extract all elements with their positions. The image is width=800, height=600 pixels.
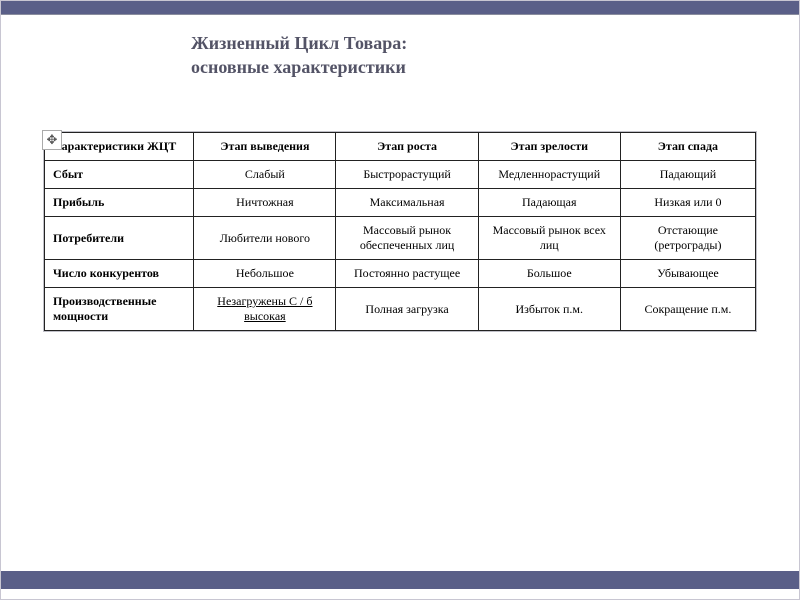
title-line-1: Жизненный Цикл Товара: [191,31,699,55]
cell: Сокращение п.м. [620,288,755,331]
table-row: Потребители Любители нового Массовый рын… [45,217,756,260]
cell: Постоянно растущее [336,260,478,288]
col-header: Этап роста [336,133,478,161]
table-row: Число конкурентов Небольшое Постоянно ра… [45,260,756,288]
cell: Массовый рынок обеспеченных лиц [336,217,478,260]
row-header: Производственные мощности [45,288,194,331]
table-row: Производственные мощности Незагружены С … [45,288,756,331]
slide: Жизненный Цикл Товара: основные характер… [0,0,800,600]
cell: Низкая или 0 [620,189,755,217]
title-line-2: основные характеристики [191,55,699,79]
cell: Небольшое [194,260,336,288]
cell: Слабый [194,161,336,189]
table-row: Прибыль Ничтожная Максимальная Падающая … [45,189,756,217]
cell: Падающая [478,189,620,217]
col-header: Этап зрелости [478,133,620,161]
col-header: Этап выведения [194,133,336,161]
slide-title: Жизненный Цикл Товара: основные характер… [191,31,699,80]
table-row: Сбыт Слабый Быстрорастущий Медленнорасту… [45,161,756,189]
bottom-stripe [1,571,799,589]
lifecycle-table: Характеристики ЖЦТ Этап выведения Этап р… [44,132,756,331]
move-handle-icon[interactable]: ✥ [42,130,62,150]
cell: Отстающие (ретрограды) [620,217,755,260]
cell: Убывающее [620,260,755,288]
row-header: Прибыль [45,189,194,217]
cell: Быстрорастущий [336,161,478,189]
row-header: Сбыт [45,161,194,189]
cell: Максимальная [336,189,478,217]
cell: Массовый рынок всех лиц [478,217,620,260]
cell: Падающий [620,161,755,189]
cell: Большое [478,260,620,288]
cell-text: Незагружены С / б высокая [217,294,312,323]
cell: Незагружены С / б высокая [194,288,336,331]
col-header: Характеристики ЖЦТ [45,133,194,161]
row-header: Потребители [45,217,194,260]
top-stripe [1,1,799,15]
cell: Любители нового [194,217,336,260]
cell: Избыток п.м. [478,288,620,331]
cell: Медленнорастущий [478,161,620,189]
cell: Полная загрузка [336,288,478,331]
table-container: ✥ Характеристики ЖЦТ Этап выведения Этап… [43,131,757,332]
col-header: Этап спада [620,133,755,161]
table-header-row: Характеристики ЖЦТ Этап выведения Этап р… [45,133,756,161]
cell: Ничтожная [194,189,336,217]
row-header: Число конкурентов [45,260,194,288]
